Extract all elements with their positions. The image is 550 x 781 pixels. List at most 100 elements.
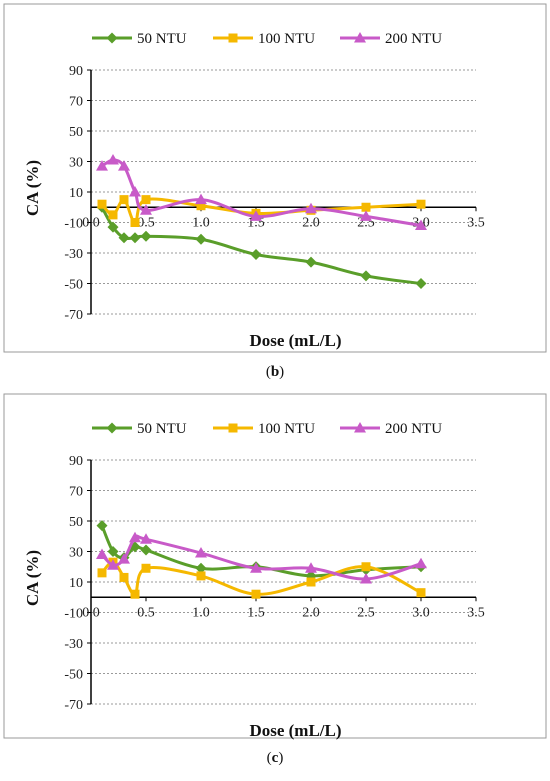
x-tick-label: 0.5 xyxy=(137,215,155,230)
data-point xyxy=(140,544,152,556)
panel-caption: (c) xyxy=(267,750,284,766)
series-200-ntu xyxy=(96,531,427,584)
data-point xyxy=(129,531,141,543)
data-point xyxy=(118,553,130,564)
data-point xyxy=(250,249,262,261)
data-point xyxy=(140,230,152,242)
y-tick-label: 30 xyxy=(69,546,83,561)
x-axis-title: Dose (mL/L) xyxy=(249,721,341,740)
data-point xyxy=(415,557,427,569)
chart-panel-b: -70 -50 -30 -10 10 30 50 70 90 0.0 0.5 1.0 1.5 2.0 2.5… xyxy=(0,0,550,390)
data-point xyxy=(129,541,141,553)
y-tick-label: 90 xyxy=(69,64,83,79)
series-line xyxy=(100,197,423,224)
y-tick-label: 70 xyxy=(69,95,83,110)
x-tick-label: 3.5 xyxy=(467,215,485,230)
x-tick-label: 3.0 xyxy=(412,605,430,620)
y-tick-label: -50 xyxy=(64,668,83,683)
data-point xyxy=(305,202,317,214)
data-point xyxy=(130,218,140,227)
data-point xyxy=(415,219,427,231)
series-line xyxy=(100,534,423,581)
data-point xyxy=(250,210,262,221)
x-tick-label: 0.0 xyxy=(82,215,100,230)
data-point xyxy=(415,278,427,289)
series-100-ntu xyxy=(97,557,426,599)
legend-label: 50 NTU xyxy=(137,421,187,437)
chart-panel-c: -70 -50 -30 -10 10 30 50 70 90 0.0 0.5 1.0 1.5 2.0 2.5… xyxy=(0,390,550,776)
data-point xyxy=(96,548,108,560)
legend-marker xyxy=(106,32,118,44)
y-tick-label: 10 xyxy=(69,576,83,591)
y-axis-title: CA (%) xyxy=(23,550,42,606)
data-point xyxy=(119,572,129,582)
x-tick-label: 3.5 xyxy=(467,605,485,620)
x-tick-label: 2.0 xyxy=(302,215,320,230)
data-point xyxy=(196,201,206,211)
y-tick-label: 10 xyxy=(69,186,83,201)
data-point xyxy=(250,562,262,573)
chart-frame xyxy=(3,393,547,739)
legend-entry: 100 NTU xyxy=(213,421,315,437)
data-point xyxy=(360,572,372,584)
data-point xyxy=(360,270,372,282)
data-point xyxy=(107,559,119,570)
x-tick-label: 2.0 xyxy=(302,605,320,620)
legend-marker xyxy=(228,33,238,43)
legend-label: 200 NTU xyxy=(385,31,442,47)
legend-entry: 50 NTU xyxy=(92,421,187,437)
data-point xyxy=(305,562,317,573)
legend-entry: 100 NTU xyxy=(213,31,315,47)
y-tick-label: 30 xyxy=(69,156,83,171)
data-point xyxy=(360,210,372,221)
x-tick-label: 1.0 xyxy=(192,215,210,230)
legend-entry: 50 NTU xyxy=(92,31,187,47)
data-point xyxy=(195,547,207,558)
x-axis-title: Dose (mL/L) xyxy=(249,331,341,350)
chart-frame xyxy=(3,3,547,353)
data-point xyxy=(96,520,108,532)
data-point xyxy=(140,204,152,215)
y-axis-title: CA (%) xyxy=(23,160,42,216)
data-point xyxy=(107,221,119,233)
data-point xyxy=(108,210,118,220)
data-point xyxy=(118,160,130,171)
data-point xyxy=(251,589,261,599)
data-point xyxy=(195,233,207,245)
y-tick-label: -30 xyxy=(64,637,83,652)
data-point xyxy=(195,562,207,574)
legend-entry: 200 NTU xyxy=(340,31,442,47)
data-point xyxy=(196,571,206,581)
y-tick-label: -10 xyxy=(64,217,83,232)
data-point xyxy=(96,160,108,171)
data-point xyxy=(141,563,151,573)
data-point xyxy=(140,533,152,544)
y-tick-label: 70 xyxy=(69,485,83,500)
legend-entry: 200 NTU xyxy=(340,421,442,437)
chart-svg-c: -70 -50 -30 -10 10 30 50 70 90 0.0 0.5 1.0 1.5 2.0 2.5… xyxy=(3,393,547,766)
x-tick-label: 0.5 xyxy=(137,605,155,620)
data-point xyxy=(141,195,151,205)
series-line xyxy=(100,560,423,596)
data-point xyxy=(416,199,426,209)
y-tick-label: -70 xyxy=(64,308,83,323)
y-tick-label: -30 xyxy=(64,247,83,262)
data-point xyxy=(361,562,371,572)
legend-marker xyxy=(228,423,238,433)
data-point xyxy=(305,256,317,268)
legend-label: 200 NTU xyxy=(385,421,442,437)
series-line xyxy=(100,205,423,285)
data-point xyxy=(118,232,130,244)
data-point xyxy=(107,153,119,165)
data-point xyxy=(97,568,107,578)
y-tick-label: 90 xyxy=(69,454,83,469)
data-point xyxy=(361,202,371,212)
legend-marker xyxy=(354,32,366,43)
data-point xyxy=(129,232,141,244)
data-point xyxy=(119,195,129,205)
legend-marker xyxy=(354,422,366,433)
data-point xyxy=(416,588,426,598)
legend-label: 50 NTU xyxy=(137,31,187,47)
x-tick-label: 1.5 xyxy=(247,605,265,620)
legend-marker xyxy=(106,422,118,434)
